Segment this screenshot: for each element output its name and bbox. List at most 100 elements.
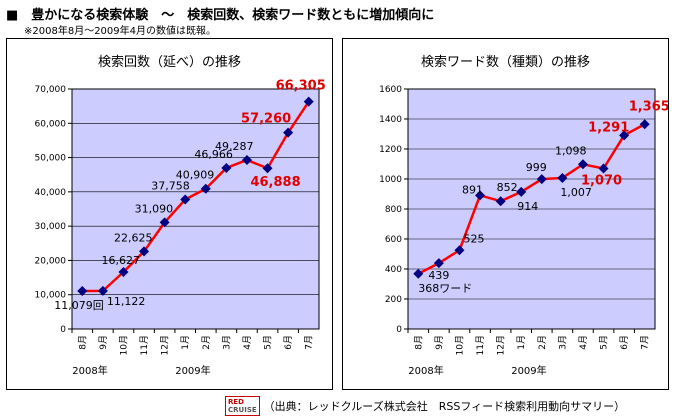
y-tick-label: 200	[385, 295, 402, 305]
data-point	[433, 258, 444, 269]
x-tick-label: 8月	[413, 335, 424, 350]
data-point	[118, 266, 129, 277]
x-tick-label: 6月	[619, 335, 630, 350]
x-tick-label: 7月	[304, 335, 315, 350]
plot-area	[71, 88, 320, 330]
y-tick-label: 1400	[379, 115, 402, 125]
data-point	[180, 194, 191, 205]
data-label: 439	[428, 269, 449, 282]
x-tick-label: 8月	[77, 335, 88, 350]
x-tick-label: 6月	[283, 335, 294, 350]
x-tick-label: 1月	[516, 335, 527, 350]
data-point	[221, 162, 232, 173]
x-tick-label: 11月	[139, 335, 150, 355]
year-label: 2009年	[175, 364, 210, 377]
y-tick-label: 1200	[379, 145, 402, 155]
x-tick-label: 4月	[242, 335, 253, 350]
data-label: 999	[526, 161, 547, 174]
data-label: 914	[517, 200, 538, 213]
search-count-chart: 0 10,000 20,000 30,000 40,000 50,000 60,000 70,…	[35, 79, 326, 377]
y-tick-label: 30,000	[35, 222, 67, 232]
data-label: 891	[462, 183, 483, 196]
x-tick-label: 1月	[180, 335, 191, 350]
data-point	[97, 285, 108, 296]
x-tick-label: 9月	[98, 335, 109, 350]
data-label: 16,627	[101, 254, 140, 267]
data-label: 49,287	[215, 140, 254, 153]
y-tick-label: 60,000	[35, 119, 67, 129]
data-label: 31,090	[135, 202, 174, 215]
source-text: （出典：レッドクルーズ株式会社 RSSフィード検索利用動向サマリー）	[263, 400, 626, 413]
x-tick-label: 12月	[496, 335, 507, 355]
y-tick-label: 50,000	[35, 154, 67, 164]
data-label: 22,625	[114, 231, 152, 244]
x-tick-label: 10月	[454, 335, 465, 355]
y-tick-label: 0	[396, 325, 402, 335]
x-tick-label: 2月	[537, 335, 548, 350]
data-point	[413, 268, 424, 279]
data-point	[536, 174, 547, 185]
data-label: 11,122	[107, 295, 146, 308]
data-label: 46,966	[194, 148, 233, 161]
data-label: 37,758	[151, 180, 190, 193]
year-label: 2008年	[408, 364, 443, 377]
data-point	[303, 96, 314, 107]
y-tick-label: 1000	[379, 175, 402, 185]
data-point	[139, 246, 150, 257]
data-label: 1,365	[629, 99, 668, 114]
data-point	[495, 196, 506, 207]
y-tick-label: 20,000	[35, 256, 67, 266]
y-tick-label: 600	[385, 235, 402, 245]
x-tick-label: 3月	[221, 335, 232, 350]
page-heading: ■ 豊かになる検索体験 ～ 検索回数、検索ワード数ともに増加傾向に	[6, 8, 435, 23]
data-point	[598, 163, 609, 174]
year-label: 2008年	[72, 364, 107, 377]
data-label: 852	[497, 181, 518, 194]
data-label: 1,007	[560, 186, 592, 199]
data-point	[557, 172, 568, 183]
search-count-chart-panel: 検索回数（延べ）の推移 0 10,000 20,000 30,000 40,000 50,…	[6, 38, 333, 390]
data-label: 66,305	[276, 79, 326, 94]
x-tick-label: 12月	[160, 335, 171, 355]
data-label: 1,070	[581, 174, 622, 189]
search-word-chart: 0 200 400 600 800 1000 1200 1400 1600 8月 9月 10月 11月 1…	[379, 85, 668, 377]
x-tick-label: 11月	[475, 335, 486, 355]
x-tick-label: 7月	[640, 335, 651, 350]
series-line	[417, 123, 646, 275]
search-word-chart-panel: 検索ワード数（種類）の推移 0 200 400 600 800 1000 1200 1400 1…	[342, 38, 669, 390]
data-label: 57,260	[241, 112, 291, 127]
data-point	[577, 159, 588, 170]
y-tick-label: 800	[385, 205, 402, 215]
x-tick-label: 5月	[599, 335, 610, 350]
chart-title: 検索回数（延べ）の推移	[97, 55, 241, 70]
data-label: 46,888	[250, 175, 300, 190]
series-line	[82, 100, 310, 293]
y-tick-label: 0	[60, 325, 66, 335]
y-tick-label: 400	[385, 265, 402, 275]
x-tick-label: 3月	[557, 335, 568, 350]
data-label: 368ワード	[418, 282, 472, 295]
y-tick-label: 10,000	[35, 291, 67, 301]
source-footer: RED CRUISE （出典：レッドクルーズ株式会社 RSSフィード検索利用動向サ…	[225, 396, 625, 416]
data-point	[241, 155, 252, 166]
data-point	[475, 190, 486, 201]
x-tick-label: 9月	[434, 335, 445, 350]
x-tick-label: 5月	[263, 335, 274, 350]
x-tick-label: 4月	[578, 335, 589, 350]
data-label: 1,291	[588, 120, 629, 135]
year-label: 2009年	[511, 364, 546, 377]
data-label: 40,909	[176, 169, 215, 182]
chart-title: 検索ワード数（種類）の推移	[420, 55, 590, 70]
red-cruise-logo: RED CRUISE	[225, 396, 260, 416]
y-tick-label: 70,000	[35, 85, 67, 95]
data-point	[77, 286, 88, 297]
y-tick-label: 1600	[379, 85, 402, 95]
data-point	[516, 186, 527, 197]
data-point	[639, 119, 650, 130]
data-note: ※2008年8月～2009年4月の数値は既報。	[24, 26, 217, 37]
data-point	[159, 217, 170, 228]
data-label: 525	[463, 232, 484, 245]
data-label: 1,098	[555, 144, 587, 157]
x-tick-label: 2月	[201, 335, 212, 350]
x-tick-label: 10月	[118, 335, 129, 355]
